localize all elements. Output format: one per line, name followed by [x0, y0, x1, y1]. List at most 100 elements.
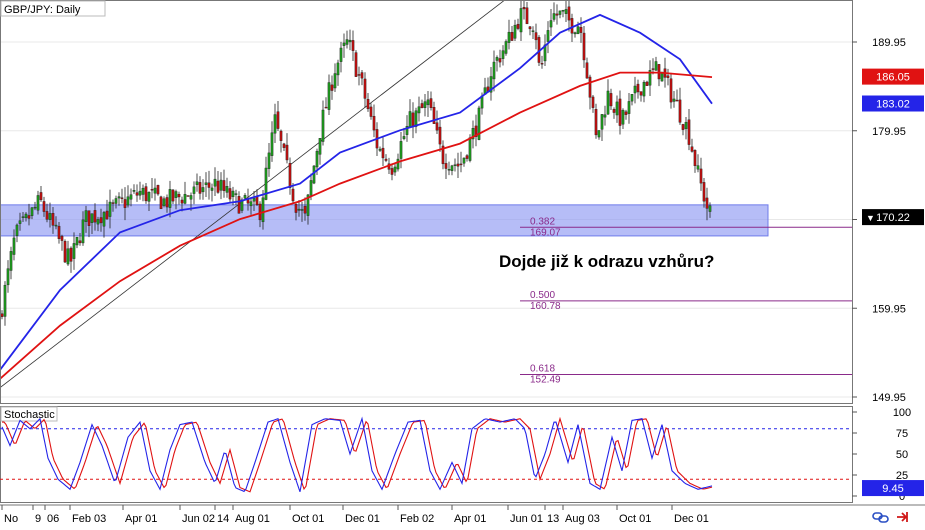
candle-body [21, 216, 25, 218]
candle-body [705, 197, 709, 209]
candle-body [666, 75, 670, 78]
candle-body [381, 147, 385, 159]
candle-body [270, 132, 274, 156]
candle-body [33, 206, 37, 209]
stoch-tick-label: 100 [893, 407, 911, 419]
stoch-title-box [0, 406, 58, 422]
candle-body [183, 193, 187, 204]
candle-body [60, 235, 64, 241]
candle-body [45, 211, 49, 220]
moving-averages [0, 13, 713, 380]
candle-body [453, 164, 457, 166]
candle-body [255, 196, 259, 206]
candle-body [237, 196, 241, 214]
candle-body [147, 192, 151, 202]
candle-body [477, 107, 481, 140]
candle-body [27, 215, 31, 219]
x-tick-label: 9 [35, 513, 41, 525]
main-pane-frame [0, 0, 853, 404]
fib-ratio-label: 0.618 [530, 363, 555, 374]
moving-average-line [0, 13, 713, 371]
candle-body [558, 10, 562, 15]
candle-body [654, 61, 658, 71]
candle-body [681, 124, 685, 130]
x-tick-label: Aug 01 [235, 513, 270, 525]
candle-body [273, 114, 277, 134]
candle-body [39, 192, 43, 201]
candle-body [408, 111, 412, 128]
candle-body [471, 128, 475, 140]
candle-body [672, 98, 676, 102]
stoch-k-line [1, 416, 713, 493]
candle-body [189, 195, 193, 200]
x-tick-label: Apr 01 [125, 513, 157, 525]
candle-body [369, 106, 373, 117]
stoch-tick-label: 75 [896, 428, 908, 440]
candle-body [384, 158, 388, 161]
candle-body [426, 99, 430, 106]
candle-body [15, 224, 19, 236]
candle-body [321, 109, 325, 142]
candle-body [276, 111, 280, 129]
candle-body [105, 210, 109, 220]
fib-value-label: 169.07 [530, 227, 561, 238]
candle-body [468, 137, 472, 161]
candle-body [603, 114, 607, 118]
candle-body [234, 193, 238, 195]
candle-body [546, 30, 550, 42]
price-label-text: 186.05 [876, 72, 910, 84]
candle-body [567, 6, 571, 21]
candle-body [108, 201, 112, 217]
candle-body [534, 32, 538, 41]
candle-body [57, 225, 61, 240]
candle-body [360, 72, 364, 79]
candle-body [264, 167, 268, 200]
candle-body [591, 96, 595, 108]
candle-body [339, 47, 343, 62]
candle-body [648, 70, 652, 86]
candle-body [342, 42, 346, 46]
candle-body [510, 32, 514, 41]
candle-body [564, 9, 568, 14]
candle-body [207, 182, 211, 188]
y-tick-label: 149.95 [872, 392, 906, 404]
candle-body [396, 158, 400, 170]
candle-body [252, 198, 256, 202]
candle-body [444, 163, 448, 169]
candle-body [522, 7, 526, 10]
x-tick-label: Dec 01 [345, 513, 380, 525]
candle-body [684, 121, 688, 130]
candle-body [657, 64, 661, 80]
chart-title: GBP/JPY: Daily [4, 4, 81, 16]
candle-body [642, 81, 646, 97]
candle-body [549, 20, 553, 28]
price-label-text: 170.22 [876, 212, 910, 224]
candle-body [177, 193, 181, 198]
candle-body [528, 26, 532, 30]
candle-body [294, 203, 298, 213]
candle-body [75, 236, 79, 246]
candle-body [690, 146, 694, 152]
candle-body [630, 94, 634, 102]
candle-body [594, 109, 598, 136]
candle-body [267, 152, 271, 169]
candle-body [63, 241, 67, 263]
candle-body [492, 61, 496, 80]
candle-body [402, 136, 406, 139]
candle-body [639, 91, 643, 96]
candle-body [171, 189, 175, 202]
candle-body [51, 213, 55, 226]
candle-body [348, 39, 352, 43]
candle-body [687, 119, 691, 145]
candle-body [174, 191, 178, 198]
candle-body [159, 196, 163, 210]
candle-body [417, 106, 421, 114]
candle-body [228, 188, 232, 200]
candle-body [507, 31, 511, 43]
candle-body [354, 52, 358, 77]
link-icon[interactable] [872, 512, 889, 523]
candle-body [150, 189, 154, 191]
arrow-icon[interactable] [897, 512, 908, 522]
candle-body [279, 130, 283, 141]
